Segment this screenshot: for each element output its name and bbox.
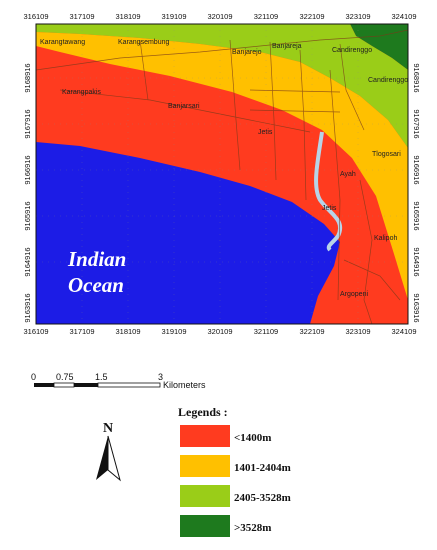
place-banjarejo: Banjarejo — [232, 49, 262, 56]
legend-swatch-4 — [180, 515, 230, 537]
place-labels: Karangtawang Karangsembung Banjarejo Ban… — [40, 39, 408, 298]
scale-unit: Kilometers — [163, 380, 206, 390]
left-tick-label: 9167916 — [23, 109, 32, 138]
scale-segment-3 — [74, 383, 98, 387]
right-tick-label: 9166916 — [412, 155, 421, 184]
scale-label-3: 3 — [158, 372, 163, 382]
top-tick-label: 324109 — [391, 12, 416, 21]
north-arrow-light-half — [107, 435, 121, 482]
top-tick-label: 323109 — [345, 12, 370, 21]
top-tick-label: 317109 — [69, 12, 94, 21]
place-candirenggo-top: Candirenggo — [332, 47, 372, 54]
top-tick-label: 318109 — [115, 12, 140, 21]
bottom-tick-label: 319109 — [161, 327, 186, 336]
scale-label-1-5: 1.5 — [95, 372, 108, 382]
place-karangpakis: Karangpakis — [62, 89, 101, 96]
top-tick-label: 316109 — [23, 12, 48, 21]
legend-label-2: 1401-2404m — [234, 462, 291, 474]
top-tick-label: 322109 — [299, 12, 324, 21]
legend-swatch-2 — [180, 455, 230, 477]
map-border — [35, 23, 409, 325]
left-tick-label: 9164916 — [23, 247, 32, 276]
scale-segment-4 — [97, 382, 161, 388]
zone-above-3528 — [350, 24, 408, 70]
left-tick-label: 9168916 — [23, 63, 32, 92]
zone-1401-2404 — [36, 32, 408, 300]
place-karangsembung: Karangsembung — [118, 39, 169, 46]
place-kalipoh: Kalipoh — [374, 235, 397, 242]
place-jetis-top: Jetis — [258, 129, 273, 136]
bottom-tick-label: 316109 — [23, 327, 48, 336]
top-tick-label: 320109 — [207, 12, 232, 21]
place-jetis-mid: Jetis — [322, 205, 337, 212]
place-ayah: Ayah — [340, 171, 356, 178]
zone-2405-3528 — [36, 24, 408, 148]
place-argopeni: Argopeni — [340, 291, 368, 298]
bottom-tick-label: 318109 — [115, 327, 140, 336]
legend-label-3: 2405-3528m — [234, 492, 291, 504]
legend-swatch-1 — [180, 425, 230, 447]
place-candirenggo-right: Candirenggo — [368, 77, 408, 84]
place-banjareja: Banjareja — [272, 43, 302, 50]
top-coordinate-ticks: 316109 317109 318109 319109 320109 321109 3221… — [23, 12, 416, 21]
legend-label-4: >3528m — [234, 522, 271, 534]
left-tick-label: 9163916 — [23, 293, 32, 322]
north-label: N — [103, 421, 113, 436]
ocean-label-line1: Indian — [67, 247, 126, 271]
bottom-tick-label: 321109 — [254, 327, 278, 336]
right-tick-label: 9167916 — [412, 109, 421, 138]
scale-bar: 0 0.75 1.5 3 Kilometers — [31, 372, 206, 390]
north-arrow: N — [96, 421, 121, 482]
left-tick-label: 9166916 — [23, 155, 32, 184]
legend-label-1: <1400m — [234, 432, 271, 444]
bottom-tick-label: 320109 — [207, 327, 232, 336]
legend-title: Legends : — [178, 405, 228, 419]
right-tick-label: 9164916 — [412, 247, 421, 276]
scale-segment-2 — [53, 382, 75, 388]
right-tick-label: 9163916 — [412, 293, 421, 322]
left-tick-label: 9165916 — [23, 201, 32, 230]
bottom-coordinate-ticks: 316109 317109 318109 319109 320109 321109 3221… — [23, 327, 416, 336]
road-network — [35, 29, 409, 325]
graticule — [36, 24, 408, 324]
indian-ocean — [36, 142, 340, 324]
top-tick-label: 321109 — [254, 12, 278, 21]
place-karangtawang: Karangtawang — [40, 39, 85, 46]
place-tlogosari: Tlogosari — [372, 151, 401, 158]
right-tick-label: 9165916 — [412, 201, 421, 230]
bottom-tick-label: 323109 — [345, 327, 370, 336]
bottom-tick-label: 317109 — [69, 327, 94, 336]
ocean-label-line2: Ocean — [68, 273, 124, 297]
right-coordinate-ticks: 9168916 9167916 9166916 9165916 9164916 91639… — [412, 63, 421, 322]
river — [314, 131, 342, 252]
scale-segment-1 — [34, 383, 54, 387]
elevation-zones — [36, 24, 408, 324]
place-banjarsari: Banjarsari — [168, 103, 200, 110]
top-tick-label: 319109 — [161, 12, 186, 21]
left-coordinate-ticks: 9168916 9167916 9166916 9165916 9164916 91639… — [23, 63, 32, 322]
bottom-tick-label: 324109 — [391, 327, 416, 336]
scale-label-0: 0 — [31, 372, 36, 382]
legend: Legends : <1400m 1401-2404m 2405-3528m >… — [178, 405, 291, 537]
legend-swatch-3 — [180, 485, 230, 507]
right-tick-label: 9168916 — [412, 63, 421, 92]
north-arrow-dark-half — [96, 436, 108, 480]
scale-label-0-75: 0.75 — [56, 372, 74, 382]
bottom-tick-label: 322109 — [299, 327, 324, 336]
